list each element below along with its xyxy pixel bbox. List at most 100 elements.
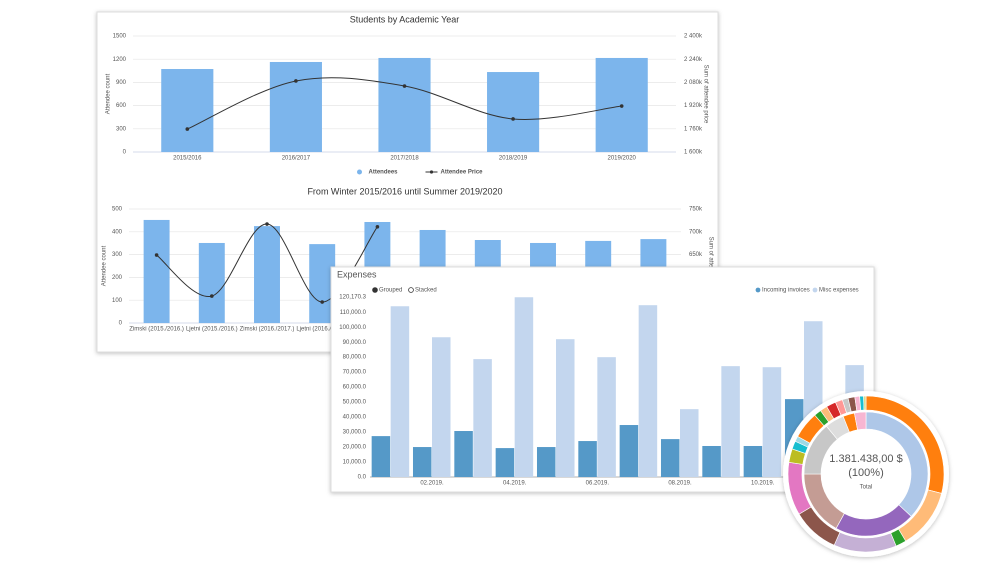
line-point xyxy=(265,222,269,226)
y-tick-label: 300 xyxy=(116,126,127,132)
legend-label: Misc expenses xyxy=(819,288,859,294)
y2-tick-label: 1 920k xyxy=(684,103,703,109)
bar xyxy=(556,339,575,477)
bar xyxy=(390,306,410,477)
line-point xyxy=(320,300,325,304)
bar xyxy=(269,61,322,152)
bar xyxy=(660,439,680,477)
bar xyxy=(198,242,225,323)
y-tick-label: 40,000.0 xyxy=(343,415,367,421)
bar xyxy=(161,69,214,152)
x-tick-label: Zimski (2015./2016.) xyxy=(129,327,184,333)
y-tick-label: 0 xyxy=(123,150,127,156)
mode-radio[interactable] xyxy=(372,287,378,293)
bar xyxy=(412,447,432,477)
donut-caption: Total xyxy=(860,485,873,491)
bar xyxy=(597,357,616,477)
y-tick-label: 500 xyxy=(112,207,123,213)
legend-label: Attendees xyxy=(369,170,399,176)
y-tick-label: 600 xyxy=(116,103,127,109)
donut-panel: 1.381.438,00 $ (100%) Total xyxy=(783,391,949,557)
bar xyxy=(143,219,170,323)
legend-symbol xyxy=(357,169,362,175)
y2-tick-label: 2 240k xyxy=(684,57,703,63)
y-tick-label: 120,170.3 xyxy=(339,295,366,301)
legend-symbol xyxy=(429,170,434,174)
y-axis-title: Attendee count xyxy=(102,245,108,286)
bar xyxy=(432,337,451,477)
y-tick-label: 30,000.0 xyxy=(343,430,367,436)
legend-symbol xyxy=(812,287,818,293)
y-tick-label: 1200 xyxy=(113,57,127,63)
donut-total: 1.381.438,00 $ xyxy=(829,453,902,465)
y-tick-label: 20,000.0 xyxy=(343,445,367,451)
legend-label: Attendee Price xyxy=(441,170,484,176)
y-tick-label: 110,000.0 xyxy=(340,310,367,316)
y-tick-label: 100,000.0 xyxy=(339,325,366,331)
bar xyxy=(254,226,280,323)
x-tick-label: Zimski (2016./2017.) xyxy=(240,327,295,333)
bar xyxy=(495,448,515,477)
x-tick-label: 04.2019. xyxy=(503,481,527,487)
y-axis-title: Attendee count xyxy=(106,73,112,114)
x-tick-label: 06.2019. xyxy=(586,481,610,487)
chart-title: Expenses xyxy=(337,269,377,279)
bar xyxy=(638,305,658,477)
y2-tick-label: 1 600k xyxy=(684,150,703,156)
y2-tick-label: 750k xyxy=(689,207,703,213)
line-point xyxy=(294,79,298,83)
bar xyxy=(702,445,721,477)
line-point xyxy=(210,294,214,298)
x-tick-label: Ljetni (2016./2017.) xyxy=(296,327,348,333)
bar xyxy=(536,447,556,477)
y-tick-label: 0.0 xyxy=(358,475,367,481)
line-point xyxy=(154,253,159,257)
line-point xyxy=(402,84,407,88)
bar xyxy=(371,436,391,477)
y2-tick-label: 1 760k xyxy=(684,126,703,132)
x-tick-label: 2017/2018 xyxy=(390,156,419,162)
line-point xyxy=(375,224,380,229)
chart-title: From Winter 2015/2016 until Summer 2019/… xyxy=(307,186,502,196)
mode-label[interactable]: Stacked xyxy=(415,288,437,294)
x-tick-label: 10.2019. xyxy=(751,481,775,487)
bar xyxy=(487,72,540,152)
donut-percent: (100%) xyxy=(848,467,883,479)
bar xyxy=(680,409,699,477)
y-tick-label: 50,000.0 xyxy=(343,400,367,406)
bar xyxy=(473,359,492,477)
y-tick-label: 0 xyxy=(119,321,123,327)
bar xyxy=(743,445,763,477)
legend-symbol xyxy=(755,287,761,293)
bar xyxy=(514,297,534,477)
bar xyxy=(619,425,639,477)
x-tick-label: 2018/2019 xyxy=(499,156,528,162)
line-point xyxy=(511,117,515,121)
y-tick-label: 400 xyxy=(112,229,123,235)
y-tick-label: 80,000.0 xyxy=(343,355,367,361)
y-tick-label: 70,000.0 xyxy=(343,370,367,376)
legend-label: Incoming invoices xyxy=(762,288,810,294)
x-tick-label: 2015/2016 xyxy=(173,156,202,162)
y2-axis-title: Sum of attendee price xyxy=(702,65,708,124)
donut-segment xyxy=(854,411,867,431)
line-point xyxy=(619,104,624,108)
bar xyxy=(578,441,597,477)
x-tick-label: 08.2019. xyxy=(668,481,692,487)
y-tick-label: 200 xyxy=(112,275,123,281)
mode-radio[interactable] xyxy=(408,287,414,293)
mode-label[interactable]: Grouped xyxy=(379,288,402,294)
y-tick-label: 60,000.0 xyxy=(343,385,367,391)
expenses-panel: Expenses Grouped Stacked Incoming invoices M… xyxy=(330,266,875,493)
bar xyxy=(454,431,473,477)
y2-tick-label: 2 080k xyxy=(684,80,703,86)
y-tick-label: 1500 xyxy=(113,34,127,40)
bar xyxy=(378,57,431,153)
line-point xyxy=(185,127,190,131)
x-tick-label: 02.2019. xyxy=(420,481,444,487)
bar xyxy=(762,367,782,477)
donut-segment xyxy=(863,395,867,411)
y2-tick-label: 650k xyxy=(689,252,703,258)
x-tick-label: 2016/2017 xyxy=(282,156,311,162)
y-tick-label: 10,000.0 xyxy=(343,460,367,466)
